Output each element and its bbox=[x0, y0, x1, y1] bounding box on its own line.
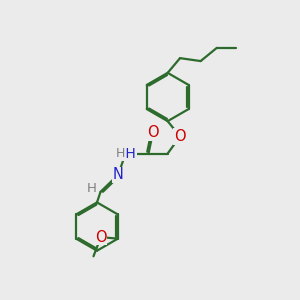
Text: H: H bbox=[87, 182, 97, 195]
Text: O: O bbox=[95, 230, 106, 245]
Text: N: N bbox=[113, 167, 124, 182]
Text: O: O bbox=[174, 129, 186, 144]
Text: O: O bbox=[147, 125, 159, 140]
Text: NH: NH bbox=[115, 146, 136, 161]
Text: H: H bbox=[116, 147, 126, 160]
